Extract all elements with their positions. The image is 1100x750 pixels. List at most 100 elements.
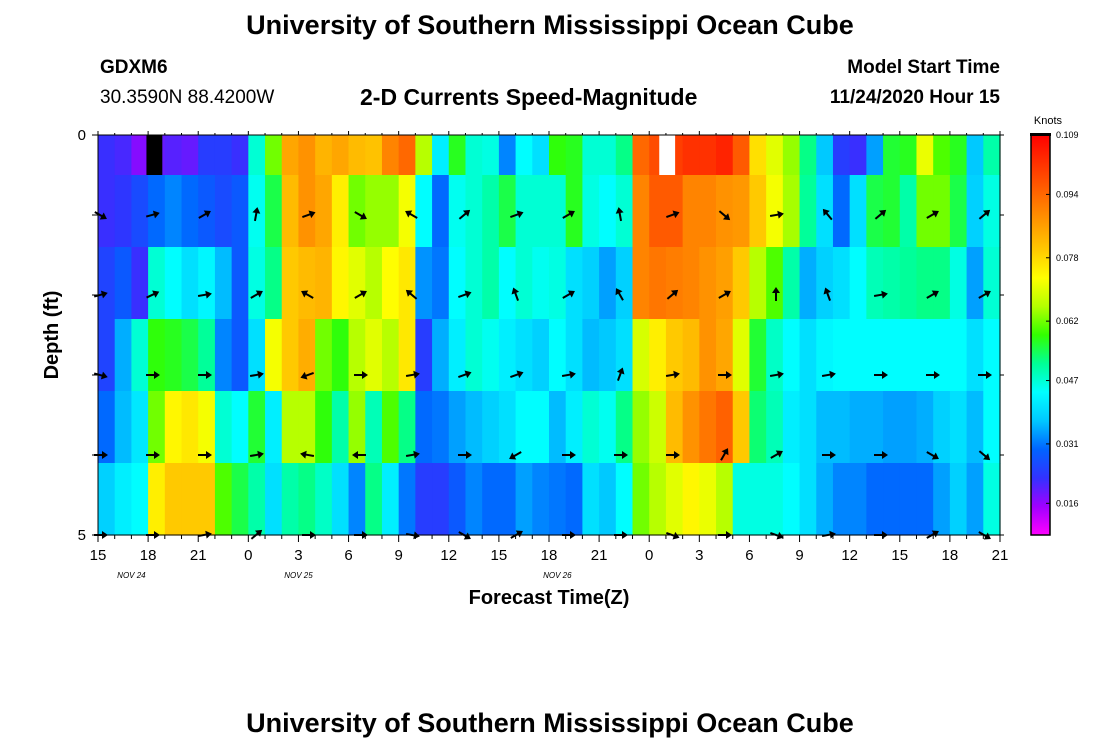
heatmap-cell	[799, 463, 817, 536]
heatmap-cell	[949, 391, 968, 464]
heatmap-cell	[164, 463, 183, 536]
heatmap-cell	[348, 391, 366, 464]
heatmap-cell	[448, 391, 467, 464]
heatmap-cell	[933, 135, 951, 176]
heatmap-cell	[665, 391, 684, 464]
heatmap-cell	[816, 391, 834, 464]
heatmap-cell	[398, 247, 416, 320]
current-arrow	[250, 290, 263, 299]
heatmap-cell	[98, 463, 116, 536]
heatmap-cell	[515, 135, 533, 176]
colorbar-tick-label: 0.047	[1056, 376, 1079, 386]
heatmap-cell	[482, 247, 500, 320]
current-arrow	[354, 211, 367, 220]
current-arrow	[770, 450, 783, 459]
heatmap-cell	[966, 463, 984, 536]
heatmap-cell	[933, 175, 951, 248]
x-tick-label: 15	[90, 547, 107, 564]
x-tick-label: 18	[140, 547, 157, 564]
time-ticks	[92, 131, 1004, 542]
heatmap-cell	[682, 247, 700, 320]
heatmap-cell	[515, 175, 533, 248]
heatmap-cell	[983, 391, 1001, 464]
heatmap-cell	[498, 135, 517, 176]
heatmap-cell	[381, 391, 400, 464]
heatmap-cell	[432, 247, 450, 320]
heatmap-cell	[933, 319, 951, 392]
heatmap-cell	[599, 463, 617, 536]
heatmap-cell	[849, 463, 867, 536]
heatmap-cell	[682, 319, 700, 392]
heatmap-cell	[214, 135, 233, 176]
heatmap-cell	[649, 391, 667, 464]
heatmap-cell	[398, 391, 416, 464]
heatmap-cell	[198, 463, 216, 536]
current-arrow	[146, 451, 160, 459]
heatmap-cell	[214, 463, 233, 536]
x-tick-label: 6	[745, 547, 753, 564]
heatmap-cell	[599, 391, 617, 464]
heatmap-cell	[381, 247, 400, 320]
heatmap-cell	[415, 319, 433, 392]
heatmap-cell	[198, 391, 216, 464]
heatmap-cell	[832, 319, 851, 392]
heatmap-cell	[331, 247, 350, 320]
current-arrow	[614, 451, 628, 459]
x-tick-label: 12	[841, 547, 858, 564]
current-arrow	[874, 371, 888, 379]
heatmap-cell	[164, 247, 183, 320]
current-arrow	[300, 371, 314, 380]
heatmap-cell	[114, 463, 132, 536]
heatmap-cell	[365, 463, 383, 536]
heatmap-cell	[632, 135, 650, 176]
heatmap-cell	[248, 247, 266, 320]
station-id: GDXM6	[100, 57, 168, 78]
heatmap-cell	[565, 247, 583, 320]
heatmap-cell	[281, 463, 300, 536]
heatmap-cell	[832, 391, 851, 464]
heatmap-cell	[415, 175, 433, 248]
heatmap-cell	[582, 391, 600, 464]
heatmap-cell	[415, 463, 433, 536]
heatmap-cell	[782, 175, 801, 248]
heatmap-cell	[532, 319, 550, 392]
heatmap-cell	[866, 175, 884, 248]
heatmap-cell	[448, 135, 467, 176]
current-arrow	[352, 451, 366, 459]
heatmap-cell	[131, 175, 149, 248]
heatmap-cell	[415, 135, 433, 176]
current-arrow	[562, 210, 575, 219]
heatmap-cell	[315, 319, 333, 392]
heatmap-cell	[866, 319, 884, 392]
colorbar-tick-label: 0.094	[1056, 189, 1079, 199]
heatmap-cell	[265, 135, 283, 176]
heatmap-cell	[131, 135, 149, 176]
footer-title: University of Southern Mississippi Ocean…	[246, 708, 854, 738]
heatmap-cell	[532, 247, 550, 320]
current-arrow	[354, 290, 367, 299]
heatmap-cell	[916, 391, 934, 464]
current-arrow	[666, 451, 680, 459]
heatmap-cell	[966, 319, 984, 392]
heatmap-cell	[615, 391, 634, 464]
heatmap-cell	[582, 175, 600, 248]
heatmap-cell	[782, 247, 801, 320]
heatmap-cell	[231, 247, 249, 320]
x-tick-label: 18	[541, 547, 558, 564]
current-arrow	[93, 371, 108, 380]
date-label: NOV 25	[284, 571, 313, 580]
heatmap-cell	[348, 463, 366, 536]
heatmap-cell	[148, 391, 166, 464]
heatmap-cell	[582, 135, 600, 176]
heatmap-cell	[732, 391, 751, 464]
current-arrow	[300, 450, 315, 459]
page-title: University of Southern Mississippi Ocean…	[246, 10, 854, 40]
colorbar	[1030, 134, 1051, 536]
colorbar-unit: Knots	[1034, 115, 1063, 127]
current-arrow	[615, 288, 624, 301]
heatmap-cell	[365, 391, 383, 464]
heatmap-cell	[866, 391, 884, 464]
heatmap-cell	[214, 391, 233, 464]
heatmap-cell	[515, 391, 533, 464]
